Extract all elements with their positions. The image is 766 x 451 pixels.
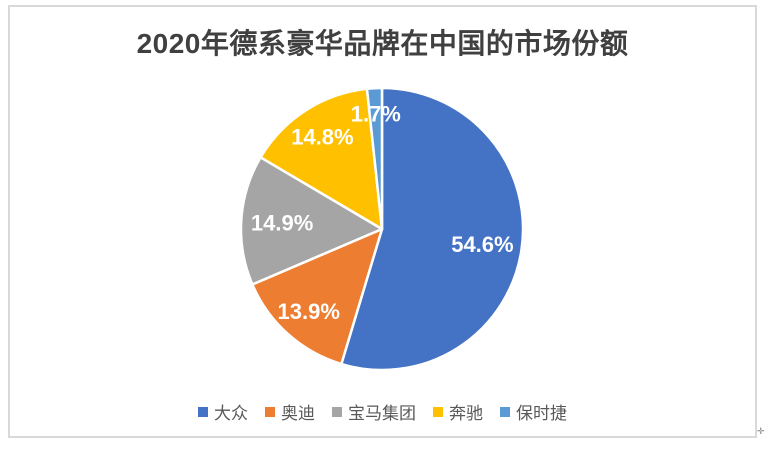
legend-item-3[interactable]: 奔驰 — [433, 399, 483, 424]
data-label-4: 1.7% — [351, 102, 401, 127]
pie-slice-3[interactable] — [259, 87, 384, 231]
legend-swatch-icon — [433, 406, 443, 417]
legend-label: 大众 — [214, 404, 248, 423]
data-label-0: 54.6% — [451, 232, 513, 257]
legend-label: 奔驰 — [449, 404, 483, 423]
pie-slice-0[interactable] — [340, 86, 525, 372]
legend-swatch-icon — [198, 406, 208, 417]
legend-label: 保时捷 — [516, 404, 567, 423]
legend-swatch-icon — [332, 406, 342, 417]
legend-swatch-icon — [265, 406, 275, 417]
legend-item-2[interactable]: 宝马集团 — [332, 399, 416, 424]
legend-item-0[interactable]: 大众 — [198, 399, 248, 424]
legend-label: 宝马集团 — [348, 404, 416, 423]
pie-slice-2[interactable] — [239, 156, 384, 286]
pie-slice-1[interactable] — [251, 227, 384, 366]
legend-item-1[interactable]: 奥迪 — [265, 399, 315, 424]
legend-item-4[interactable]: 保时捷 — [500, 399, 567, 424]
legend-label: 奥迪 — [281, 404, 315, 423]
data-label-3: 14.8% — [291, 125, 353, 150]
chart-title: 2020年德系豪华品牌在中国的市场份额 — [136, 28, 629, 59]
pie-slice-4[interactable] — [365, 86, 384, 231]
cursor-mark: ✛ — [757, 426, 765, 436]
legend-swatch-icon — [500, 406, 510, 417]
data-label-2: 14.9% — [251, 211, 313, 236]
chart-legend: 大众 奥迪 宝马集团 奔驰 保时捷 — [8, 399, 757, 424]
data-label-1: 13.9% — [278, 299, 340, 324]
